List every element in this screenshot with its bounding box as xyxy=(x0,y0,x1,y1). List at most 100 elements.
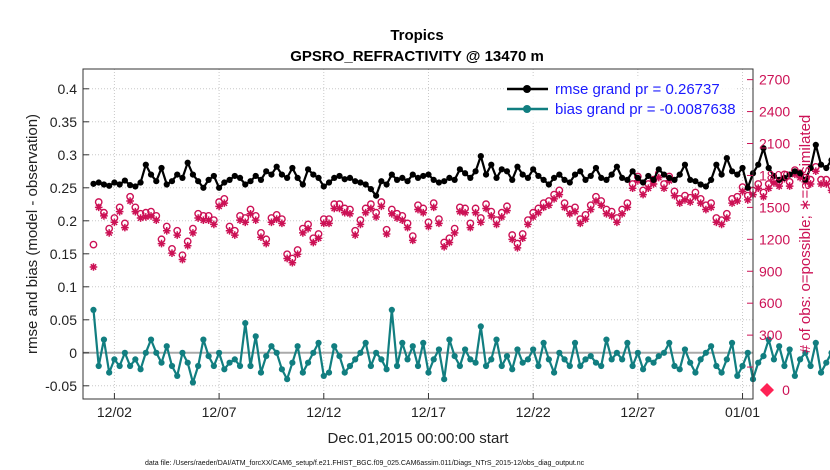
bias-point xyxy=(802,349,809,356)
obs-assimilated-point xyxy=(346,209,354,218)
bias-point xyxy=(582,356,589,363)
rmse-point xyxy=(95,179,102,186)
rmse-point xyxy=(425,171,432,178)
bias-point xyxy=(435,346,443,353)
bias-point xyxy=(545,356,552,363)
obs-assimilated-point xyxy=(351,231,359,239)
bias-point xyxy=(692,369,699,376)
rmse-point xyxy=(304,166,312,173)
rmse-point xyxy=(802,176,809,183)
bias-point xyxy=(718,369,725,376)
bias-point xyxy=(362,339,369,346)
bias-point xyxy=(341,369,348,376)
obs-assimilated-point xyxy=(393,214,401,222)
bias-point xyxy=(619,356,626,363)
x-tick-label: 01/01 xyxy=(725,404,760,420)
rmse-point xyxy=(781,174,788,181)
bias-point xyxy=(106,369,113,376)
obs-assimilated-point xyxy=(330,204,339,213)
rmse-point xyxy=(325,179,333,186)
obs-assimilated-point xyxy=(157,239,166,248)
obs-assimilated-point xyxy=(691,192,700,201)
bias-point xyxy=(556,349,563,356)
bias-point xyxy=(388,306,395,313)
rmse-point xyxy=(535,172,542,180)
obs-assimilated-point xyxy=(272,215,281,223)
bias-point xyxy=(163,343,170,350)
obs-assimilated-point xyxy=(251,216,260,224)
rmse-point xyxy=(791,168,798,175)
obs-assimilated-point xyxy=(565,209,574,218)
bias-point xyxy=(446,336,453,343)
bias-point xyxy=(226,359,233,366)
bias-point xyxy=(195,362,202,370)
rmse-point xyxy=(723,155,730,162)
obs-assimilated-point xyxy=(644,184,653,193)
rmse-point xyxy=(205,176,212,183)
rmse-point xyxy=(362,181,369,188)
bias-point xyxy=(367,362,374,370)
rmse-point xyxy=(650,176,657,183)
rmse-point xyxy=(503,168,511,175)
rmse-point xyxy=(634,174,641,181)
rmse-point xyxy=(352,178,359,185)
rmse-point xyxy=(310,171,317,178)
bias-point xyxy=(299,369,306,376)
obs-assimilated-point xyxy=(822,180,830,188)
bias-point xyxy=(503,353,511,360)
obs-assimilated-point xyxy=(764,184,773,193)
bias-point xyxy=(524,356,532,363)
rmse-point xyxy=(147,171,155,178)
rmse-point xyxy=(530,166,537,173)
obs-assimilated-point xyxy=(220,199,229,207)
rmse-point xyxy=(320,183,327,190)
obs-assimilated-point xyxy=(230,231,239,239)
rmse-point xyxy=(823,164,830,172)
rmse-point xyxy=(278,171,286,178)
x-tick-label: 12/02 xyxy=(97,404,132,420)
y2-tick-label: 1200 xyxy=(759,231,790,247)
obs-assimilated-point xyxy=(717,220,726,229)
obs-assimilated-point xyxy=(257,233,265,241)
obs-assimilated-point xyxy=(445,238,454,247)
obs-assimilated-point xyxy=(529,213,537,221)
rmse-point xyxy=(734,171,741,178)
bias-point xyxy=(153,349,160,356)
chart-subtitle: GPSRO_REFRACTIVITY @ 13470 m xyxy=(290,48,544,65)
obs-assimilated-point xyxy=(775,182,783,190)
bias-point xyxy=(393,362,401,370)
rmse-point xyxy=(331,174,338,181)
rmse-point xyxy=(90,180,97,187)
bias-point xyxy=(639,366,647,373)
rmse-point xyxy=(498,166,505,173)
obs-assimilated-point xyxy=(435,219,443,228)
rmse-point xyxy=(393,176,401,183)
bias-point xyxy=(90,306,97,313)
bias-point xyxy=(781,362,788,370)
obs-assimilated-point xyxy=(173,231,182,239)
y2-tick-label: 900 xyxy=(759,263,783,279)
bias-point xyxy=(242,320,249,327)
bias-point xyxy=(352,356,359,363)
obs-assimilated-point xyxy=(126,197,134,205)
obs-assimilated-point xyxy=(178,255,187,264)
obs-assimilated-point xyxy=(602,209,611,218)
bias-point xyxy=(472,359,479,366)
obs-assimilated-point xyxy=(377,202,386,211)
bias-point xyxy=(728,339,736,346)
bias-point xyxy=(598,362,605,370)
bias-point xyxy=(650,359,657,366)
rmse-point xyxy=(697,181,704,188)
obs-assimilated-point xyxy=(592,197,600,205)
obs-assimilated-point xyxy=(524,220,532,229)
obs-assimilated-point xyxy=(147,212,155,220)
bias-point xyxy=(236,362,244,370)
bias-point xyxy=(268,343,275,350)
obs-assimilated-point xyxy=(388,209,396,218)
bias-point xyxy=(561,356,568,363)
bias-point xyxy=(509,366,516,373)
rmse-point xyxy=(451,176,458,183)
y-tick-label: 0 xyxy=(69,345,77,361)
rmse-point xyxy=(561,176,568,183)
